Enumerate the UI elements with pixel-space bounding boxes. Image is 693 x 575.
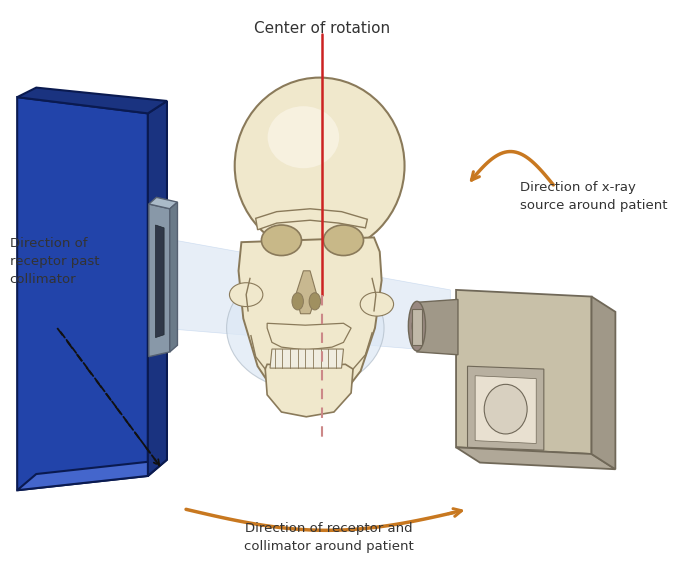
Ellipse shape xyxy=(324,225,364,255)
Polygon shape xyxy=(170,202,177,352)
Polygon shape xyxy=(468,366,544,450)
Text: Direction of receptor and
collimator around patient: Direction of receptor and collimator aro… xyxy=(245,522,414,553)
Polygon shape xyxy=(149,197,177,209)
Ellipse shape xyxy=(267,106,339,168)
Ellipse shape xyxy=(412,311,422,342)
Polygon shape xyxy=(17,97,148,490)
Polygon shape xyxy=(17,460,167,490)
Ellipse shape xyxy=(235,78,405,254)
Polygon shape xyxy=(155,225,164,338)
Polygon shape xyxy=(265,365,353,417)
Polygon shape xyxy=(149,204,170,356)
Ellipse shape xyxy=(261,225,301,255)
Polygon shape xyxy=(238,237,382,409)
Ellipse shape xyxy=(292,293,304,310)
Polygon shape xyxy=(456,447,615,469)
Ellipse shape xyxy=(229,283,263,306)
Polygon shape xyxy=(270,349,344,368)
Text: Center of rotation: Center of rotation xyxy=(254,21,391,36)
Polygon shape xyxy=(412,309,422,345)
Text: Direction of x-ray
source around patient: Direction of x-ray source around patient xyxy=(520,181,667,212)
Text: Direction of
receptor past
collimator: Direction of receptor past collimator xyxy=(10,237,99,286)
Polygon shape xyxy=(17,87,167,113)
Ellipse shape xyxy=(484,384,527,434)
Ellipse shape xyxy=(360,292,394,316)
Ellipse shape xyxy=(227,266,384,390)
Polygon shape xyxy=(267,323,351,350)
Polygon shape xyxy=(296,271,317,314)
Polygon shape xyxy=(148,101,167,476)
Polygon shape xyxy=(475,375,536,443)
Polygon shape xyxy=(159,237,450,352)
Polygon shape xyxy=(417,300,458,355)
Polygon shape xyxy=(456,290,592,454)
Ellipse shape xyxy=(408,301,426,351)
Ellipse shape xyxy=(309,293,321,310)
Polygon shape xyxy=(256,209,367,230)
Polygon shape xyxy=(592,297,615,469)
